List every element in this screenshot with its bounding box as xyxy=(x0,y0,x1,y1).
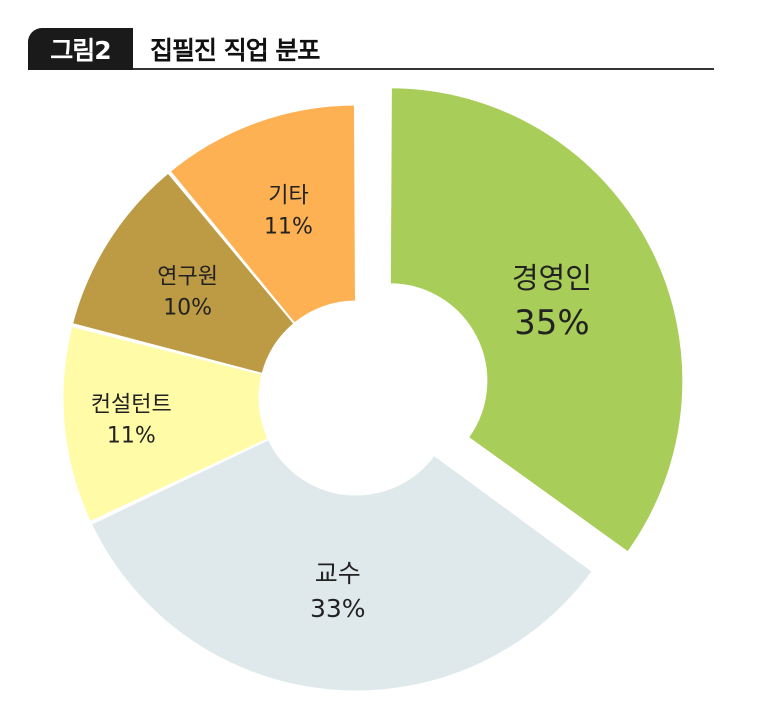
slice-value-5: 11% xyxy=(264,214,313,239)
slice-3 xyxy=(62,326,269,523)
slice-label-5: 기타 xyxy=(268,184,308,209)
title-divider xyxy=(133,68,714,70)
slice-label-2: 교수 xyxy=(315,559,361,588)
slice-4 xyxy=(71,172,295,374)
chart-labels: 경영인 35% 교수 33% 컨설턴트 11% 연구원 10% 기타 11% xyxy=(91,184,592,623)
slice-5 xyxy=(169,104,356,324)
slice-value-2: 33% xyxy=(310,594,366,623)
slice-value-1: 35% xyxy=(514,303,590,343)
slice-1 xyxy=(389,87,684,553)
figure-badge: 그림2 xyxy=(28,28,133,70)
slice-label-4: 연구원 xyxy=(157,264,218,289)
chart-title: 집필진 직업 분포 xyxy=(150,36,320,65)
slice-value-3: 11% xyxy=(107,423,156,448)
slice-label-1: 경영인 xyxy=(512,261,592,295)
slice-2 xyxy=(90,439,593,692)
chart-slices xyxy=(62,87,684,692)
slice-label-3: 컨설턴트 xyxy=(91,393,172,418)
figure-header: 그림2 집필진 직업 분포 xyxy=(0,0,773,80)
slice-value-4: 10% xyxy=(163,295,212,320)
